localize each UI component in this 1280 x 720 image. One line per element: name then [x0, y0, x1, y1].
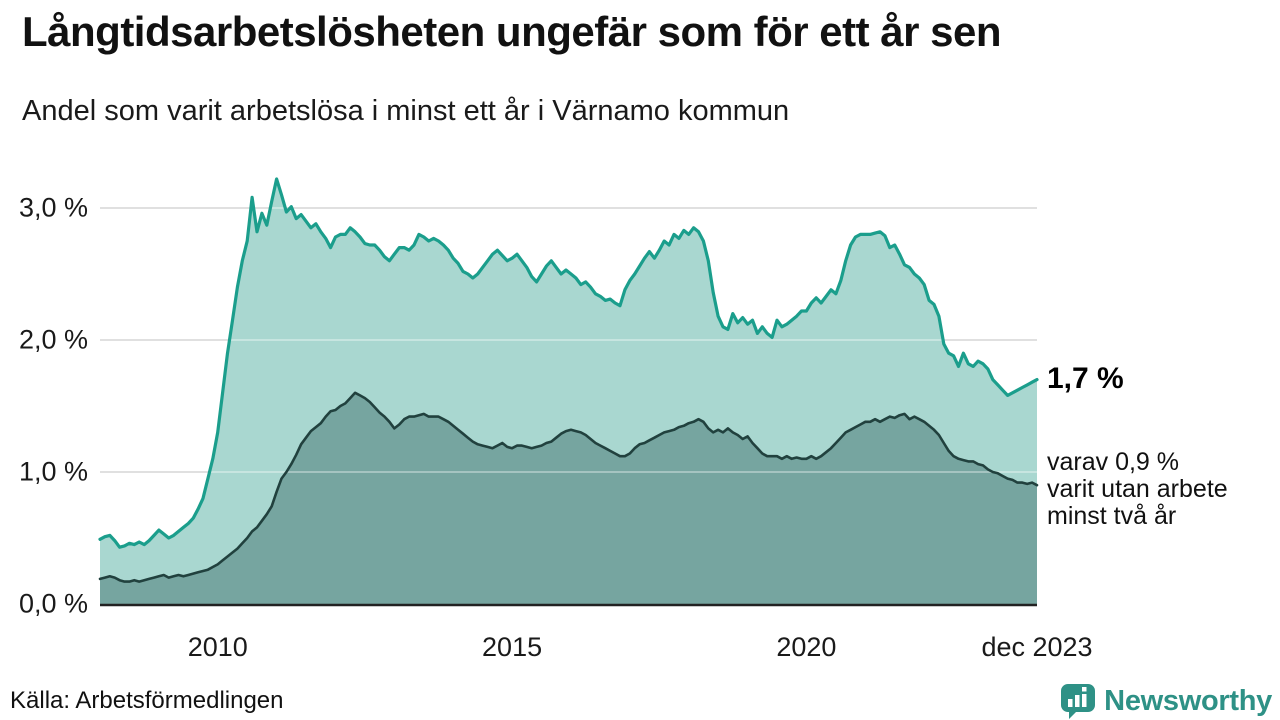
x-tick-label: 2020 — [776, 632, 837, 662]
series2-line — [98, 391, 1039, 583]
brand-name: Newsworthy — [1104, 684, 1272, 717]
source-note: Källa: Arbetsförmedlingen — [10, 687, 284, 714]
chart-title: Långtidsarbetslösheten ungefär som för e… — [22, 8, 1002, 55]
brand-logo: Newsworthy — [1059, 682, 1272, 720]
x-tick-label: dec 2023 — [981, 632, 1093, 662]
series2-area — [100, 392, 1037, 604]
y-tick-label: 3,0 % — [18, 192, 88, 223]
y-tick-label: 1,0 % — [18, 456, 88, 487]
newsworthy-bar-chart-bubble-icon — [1061, 684, 1096, 719]
x-tick-label: 2010 — [187, 632, 248, 662]
series2-annotation: varav 0,9 % varit utan arbete minst två … — [1047, 448, 1228, 530]
y-tick-label: 2,0 % — [18, 324, 88, 355]
series1-end-value-label: 1,7 % — [1047, 361, 1124, 395]
chart-subtitle: Andel som varit arbetslösa i minst ett å… — [22, 95, 790, 127]
x-tick-label: 2015 — [482, 632, 543, 662]
series1-line — [98, 177, 1039, 549]
y-tick-label: 0,0 % — [18, 588, 88, 619]
